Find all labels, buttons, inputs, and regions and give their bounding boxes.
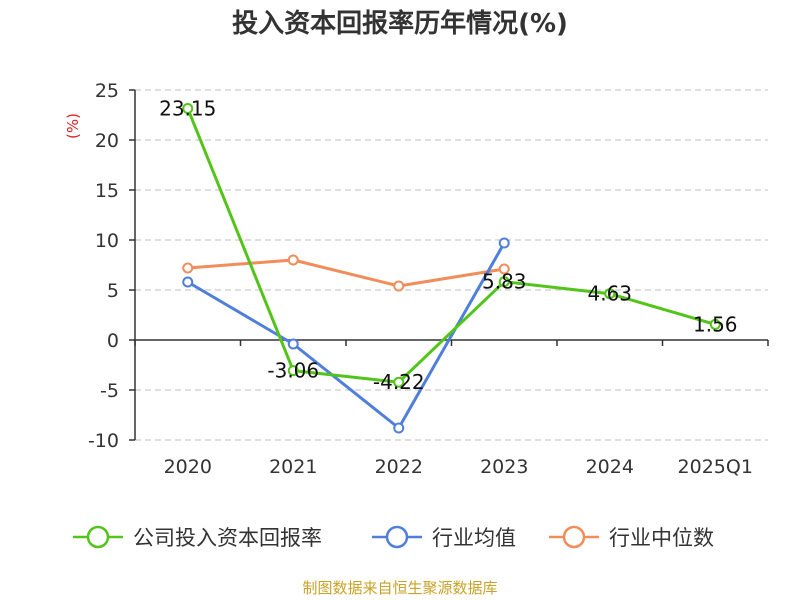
data-point-0 xyxy=(498,276,510,288)
series-line-1 xyxy=(186,242,506,430)
data-point-0 xyxy=(709,318,721,330)
data-point-2 xyxy=(498,263,510,275)
data-point-0 xyxy=(393,376,405,388)
series-layer xyxy=(182,103,721,434)
data-point-1 xyxy=(182,276,194,288)
x-tick-label: 2021 xyxy=(269,456,317,478)
data-label: 23.15 xyxy=(159,97,216,121)
legend-marker-2 xyxy=(562,525,586,549)
axis-layer: -10 -5 0 5 10 15 20 25 2020 2021 2022 2023 2024 2025Q… xyxy=(88,80,769,478)
legend: 公司投入资本回报率 行业均值 行业中位数 xyxy=(73,525,714,550)
y-axis-unit: (%) xyxy=(64,113,82,139)
data-label: 1.56 xyxy=(693,312,738,336)
data-label: 4.63 xyxy=(587,282,632,306)
data-point-2 xyxy=(287,254,299,266)
y-tick-label: 15 xyxy=(95,180,119,202)
data-point-0 xyxy=(182,103,194,114)
x-tick-label: 2025Q1 xyxy=(678,456,753,478)
label-layer: 23.15 -3.06 -4.22 5.83 4.63 1.56 xyxy=(159,97,737,395)
y-tick-label: 10 xyxy=(95,230,119,252)
x-tick-label: 2023 xyxy=(480,456,528,478)
y-tick-label: 0 xyxy=(107,330,119,352)
y-tick-label: 25 xyxy=(95,80,119,102)
data-label: -3.06 xyxy=(267,359,319,383)
x-tick-label: 2020 xyxy=(164,456,212,478)
y-tick-label: -10 xyxy=(88,430,119,452)
data-point-1 xyxy=(393,422,405,434)
legend-marker-1 xyxy=(385,525,409,549)
y-tick-label: 5 xyxy=(107,280,119,302)
data-label: 5.83 xyxy=(482,270,527,294)
series-line-2 xyxy=(187,258,505,288)
y-tick-label: 20 xyxy=(95,130,119,152)
series-line-0 xyxy=(186,107,716,384)
data-label: -4.22 xyxy=(373,370,425,394)
x-tick-label: 2024 xyxy=(586,456,634,478)
data-point-2 xyxy=(182,262,194,274)
legend-label-1: 行业均值 xyxy=(432,526,516,550)
y-tick-label: -5 xyxy=(100,380,119,402)
x-tick-label: 2022 xyxy=(375,456,423,478)
source-note: 制图数据来自恒生聚源数据库 xyxy=(302,579,497,597)
data-point-0 xyxy=(604,288,616,300)
legend-marker-0 xyxy=(86,525,110,549)
legend-label-0: 公司投入资本回报率 xyxy=(133,526,322,550)
data-point-1 xyxy=(287,338,299,350)
data-point-1 xyxy=(498,237,510,249)
chart-title: 投入资本回报率历年情况(%) xyxy=(232,8,568,39)
data-point-0 xyxy=(287,365,299,377)
legend-label-2: 行业中位数 xyxy=(609,526,714,550)
data-point-2 xyxy=(393,280,405,292)
